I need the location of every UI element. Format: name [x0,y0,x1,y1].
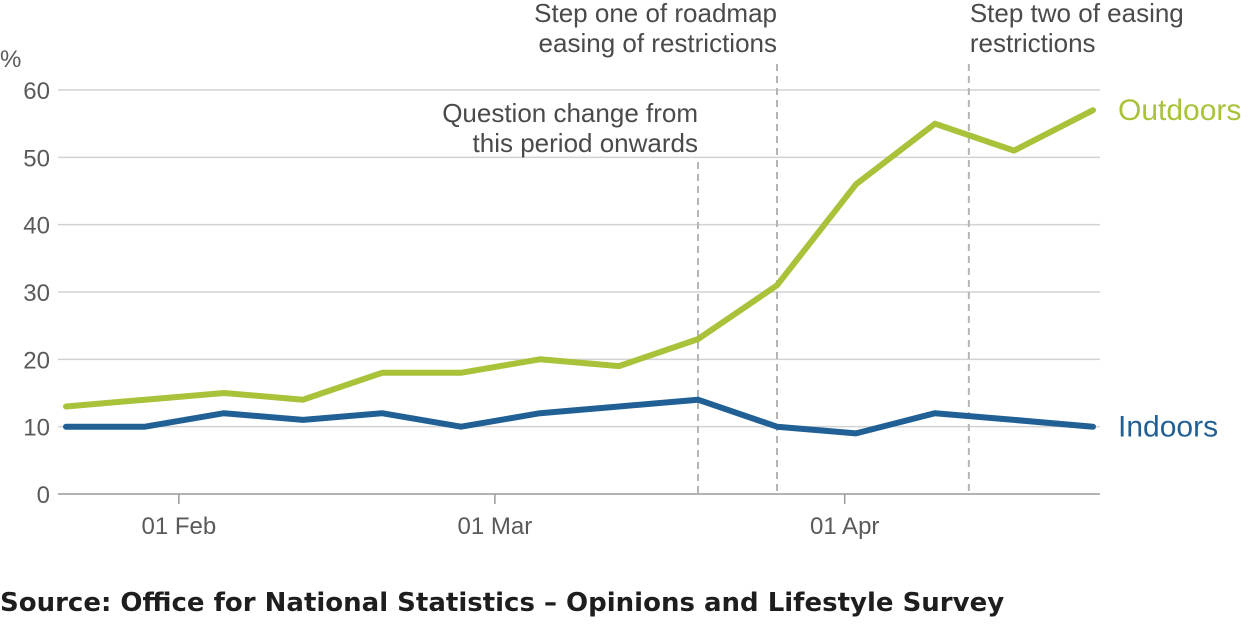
y-tick-label: 20 [23,347,50,374]
annotation-text: Question change from [442,98,698,128]
x-tick-label: 01 Apr [810,513,879,540]
x-axis: 01 Feb 01 Mar 01 Apr [141,494,879,540]
x-tick-label: 01 Feb [141,513,216,540]
y-axis: 0 10 20 30 40 50 60% [0,46,50,509]
series-line-outdoors [63,107,1096,410]
annotation-text: this period onwards [473,128,698,158]
y-tick-label: 50 [23,145,50,172]
annotation-text: Step one of roadmap [534,0,777,28]
series-line-indoors [63,396,1096,437]
series-label-indoors: Indoors [1118,411,1218,444]
y-tick-label: 0 [37,482,50,509]
x-tick-label: 01 Mar [458,513,533,540]
gridlines [58,89,1100,495]
series-label-outdoors: Outdoors [1118,94,1241,127]
y-tick-label: 40 [23,213,50,240]
series-lines: Outdoors Indoors [63,94,1241,444]
y-axis-label: % [0,46,21,73]
y-tick-label: 10 [23,415,50,442]
line-chart: 0 10 20 30 40 50 60% 01 Feb 01 Mar 01 Apr Questi… [0,0,1241,540]
source-note: Source: Office for National Statistics –… [0,588,1005,618]
annotation-text: Step two of easing [970,0,1184,28]
annotation-text: easing of restrictions [539,28,777,58]
y-tick-label: 30 [23,280,50,307]
y-tick-label: 60 [23,78,50,105]
annotation-text: restrictions [970,28,1096,58]
